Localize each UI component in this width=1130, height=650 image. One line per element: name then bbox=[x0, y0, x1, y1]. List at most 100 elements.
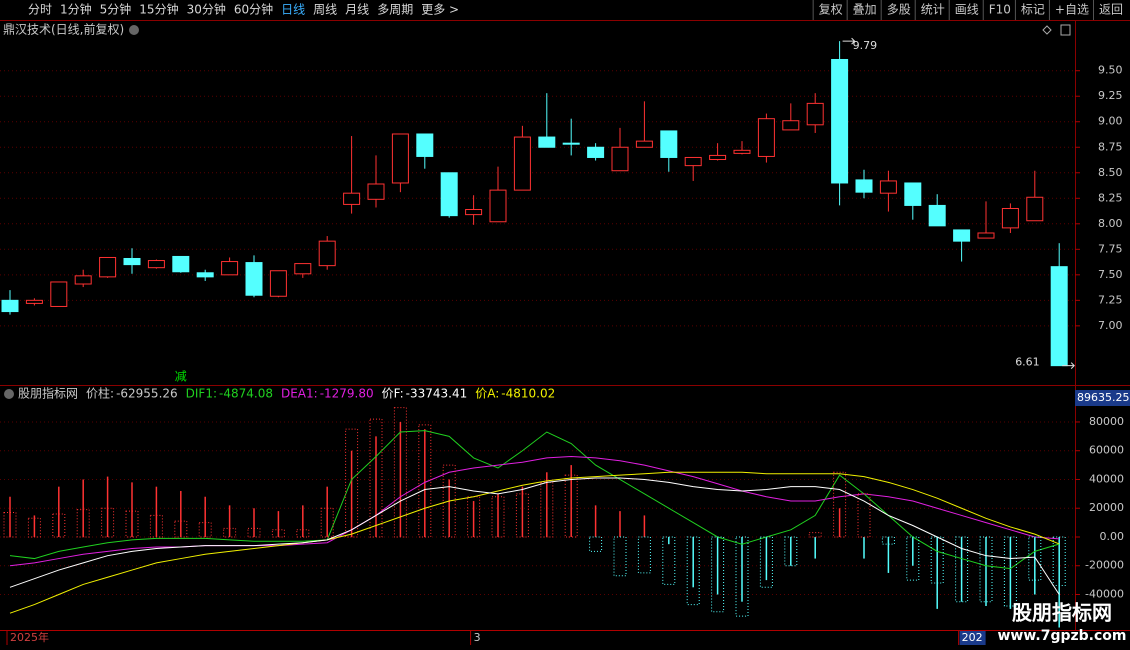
indicator-box bbox=[564, 474, 578, 538]
legend: 价柱: -62955.26 DIF1: -4874.08 DEA1: -1279.80 价F… bbox=[86, 386, 555, 401]
toolbar-button[interactable]: 多股 bbox=[887, 3, 911, 17]
annotation-arrow bbox=[1062, 362, 1075, 370]
y-tick-label: 80000 bbox=[1089, 415, 1124, 428]
legend-name: 价柱: bbox=[86, 386, 114, 401]
candle-body bbox=[172, 255, 190, 273]
indicator-box bbox=[589, 536, 603, 552]
candle-body bbox=[465, 209, 483, 216]
candle-body bbox=[879, 180, 897, 194]
indicator-box bbox=[247, 527, 261, 538]
y-tick-label: 40000 bbox=[1089, 472, 1124, 485]
period-tab[interactable]: 月线 bbox=[345, 3, 369, 17]
time-label: 3 bbox=[474, 631, 481, 644]
indicator-box bbox=[515, 493, 529, 538]
indicator-box bbox=[271, 529, 285, 538]
period-tab[interactable]: 多周期 bbox=[377, 3, 413, 17]
legend-value: -1279.80 bbox=[320, 387, 374, 401]
candle-body bbox=[50, 281, 68, 307]
y-tick-label: 7.00 bbox=[1098, 319, 1123, 332]
indicator-box bbox=[442, 464, 456, 538]
signal-label: 减 bbox=[175, 370, 187, 384]
candle-body bbox=[806, 102, 824, 126]
legend-value: -4810.02 bbox=[501, 387, 555, 401]
y-tick-label: 8.75 bbox=[1098, 140, 1123, 153]
candle-body bbox=[294, 263, 312, 275]
annotation-label: 9.79 bbox=[853, 39, 878, 52]
period-tab[interactable]: 更多 > bbox=[421, 3, 459, 17]
indicator-menu-icon[interactable] bbox=[4, 389, 14, 399]
indicator-box bbox=[613, 536, 627, 577]
toolbar-button[interactable]: 返回 bbox=[1099, 3, 1123, 17]
readout-box bbox=[1075, 390, 1130, 406]
indicator-box bbox=[881, 536, 895, 545]
period-tab[interactable]: 60分钟 bbox=[234, 2, 273, 17]
toolbar-button[interactable]: F10 bbox=[989, 3, 1011, 17]
legend-name: 价A: bbox=[475, 387, 499, 401]
indicator-box bbox=[784, 536, 798, 567]
toolbar-button[interactable]: 叠加 bbox=[853, 3, 877, 17]
candle-body bbox=[245, 262, 263, 296]
toolbar-button[interactable]: 画线 bbox=[955, 3, 979, 17]
indicator-box bbox=[76, 509, 90, 538]
toolbar-button[interactable]: 复权 bbox=[819, 3, 843, 17]
candle-body bbox=[635, 140, 653, 148]
indicator-box bbox=[418, 424, 432, 538]
indicator-box bbox=[125, 510, 139, 538]
legend-name: DEA1: bbox=[281, 387, 318, 401]
candle-body bbox=[416, 133, 434, 157]
candle-body bbox=[1050, 266, 1068, 367]
candle-body bbox=[1026, 196, 1044, 222]
candle-body bbox=[489, 189, 507, 223]
period-tab[interactable]: 30分钟 bbox=[187, 2, 226, 17]
period-tab[interactable]: 周线 bbox=[313, 3, 337, 17]
toolbar-button[interactable]: 统计 bbox=[921, 3, 945, 17]
y-tick-label: -40000 bbox=[1085, 587, 1124, 600]
y-tick-label: 9.25 bbox=[1098, 89, 1123, 102]
candle-body bbox=[660, 130, 678, 158]
legend-value: -33743.41 bbox=[406, 387, 468, 401]
y-tick-label: 8.25 bbox=[1098, 191, 1123, 204]
period-tab[interactable]: 15分钟 bbox=[139, 2, 178, 17]
title-menu-icon[interactable] bbox=[129, 25, 139, 35]
annotation-arrow bbox=[842, 37, 856, 45]
indicator-box bbox=[686, 536, 700, 606]
indicator-line bbox=[9, 430, 1060, 570]
legend-name: DIF1: bbox=[186, 387, 217, 401]
watermark: 股朋指标网 www.7gpzb.com bbox=[997, 601, 1126, 645]
indicator-box bbox=[491, 496, 505, 538]
toolbar-button[interactable]: 标记 bbox=[1021, 3, 1045, 17]
y-tick-label: -20000 bbox=[1085, 559, 1124, 572]
indicator-box bbox=[955, 536, 969, 603]
candle-body bbox=[904, 182, 922, 206]
indicator-box bbox=[906, 536, 920, 581]
candle-body bbox=[221, 261, 239, 276]
window-icon[interactable] bbox=[1060, 24, 1071, 36]
legend-value: -4874.08 bbox=[219, 387, 273, 401]
indicator-box bbox=[198, 522, 212, 538]
candle-body bbox=[25, 299, 43, 304]
toolbar-button[interactable]: +自选 bbox=[1055, 3, 1089, 17]
indicator-title: 股朋指标网 bbox=[18, 386, 78, 401]
candle-body bbox=[1, 299, 19, 313]
candle-body bbox=[196, 272, 214, 278]
period-tab[interactable]: 1分钟 bbox=[60, 2, 92, 17]
candle-body bbox=[147, 260, 165, 269]
indicator-box bbox=[735, 536, 749, 617]
period-tab[interactable]: 5分钟 bbox=[100, 2, 132, 17]
time-cursor-box bbox=[959, 631, 986, 645]
candle-body bbox=[440, 172, 458, 217]
candle-body bbox=[831, 58, 849, 184]
indicator-box bbox=[3, 512, 17, 538]
watermark-url: www.7gpzb.com bbox=[997, 628, 1126, 644]
period-tab[interactable]: 分时 bbox=[28, 3, 52, 17]
indicator-box bbox=[101, 507, 115, 538]
diamond-icon[interactable] bbox=[1042, 25, 1052, 35]
y-tick-label: 8.00 bbox=[1098, 217, 1123, 230]
period-tab[interactable]: 日线 bbox=[281, 3, 305, 17]
indicator-box bbox=[833, 471, 847, 538]
indicator-line bbox=[9, 471, 1060, 614]
indicator-box bbox=[345, 428, 359, 538]
candle-body bbox=[757, 118, 775, 157]
annotation-label: 6.61 bbox=[1015, 356, 1039, 369]
